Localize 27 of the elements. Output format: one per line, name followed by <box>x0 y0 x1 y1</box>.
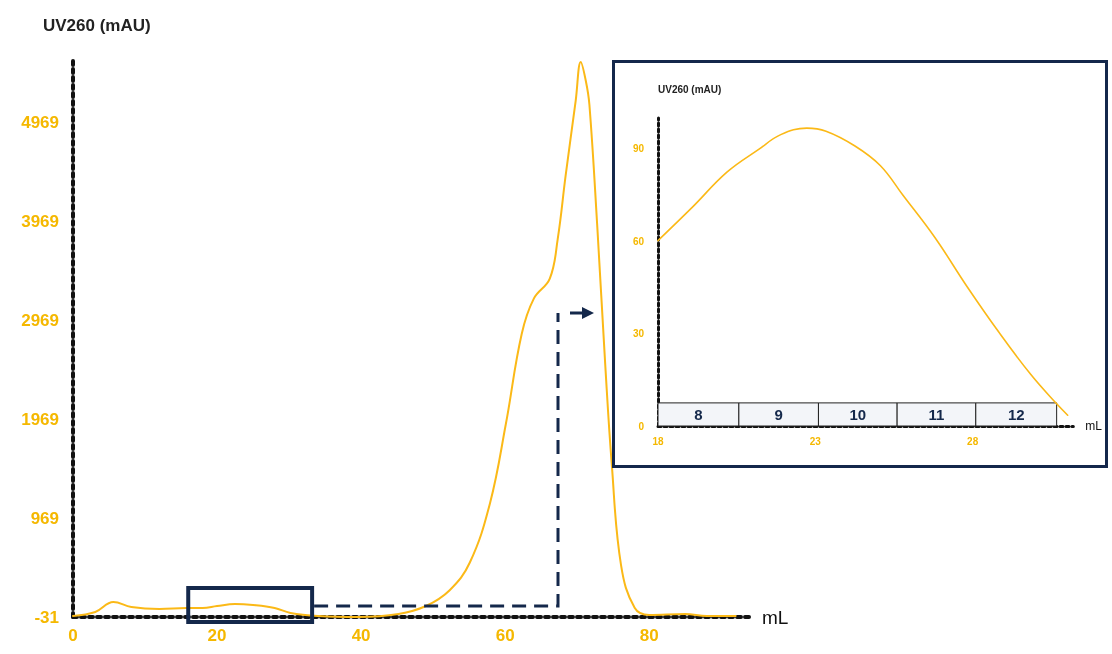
x-tick-label: 80 <box>639 626 659 645</box>
x-axis-title: mL <box>762 606 789 628</box>
band-label: 12 <box>1007 405 1025 423</box>
y-tick-label: -31 <box>34 607 59 627</box>
y-tick-label: 90 <box>632 143 645 155</box>
band-label: 9 <box>774 405 783 423</box>
x-tick-label: 23 <box>809 435 822 447</box>
x-tick-label: 0 <box>68 626 78 645</box>
y-tick-label: 3969 <box>21 211 59 231</box>
band-label: 10 <box>849 405 867 423</box>
y-axis-title: UV260 (mAU) <box>658 83 722 95</box>
x-tick-label: 28 <box>967 435 979 447</box>
y-axis-title: UV260 (mAU) <box>43 16 151 35</box>
x-tick-label: 60 <box>495 626 515 645</box>
y-tick-label: 969 <box>30 508 59 528</box>
y-tick-label: 4969 <box>21 112 59 132</box>
band-label: 8 <box>694 405 703 423</box>
y-tick-label: 1969 <box>21 409 59 429</box>
y-tick-label: 2969 <box>21 310 59 330</box>
y-tick-label: 60 <box>632 235 645 247</box>
y-tick-label: 0 <box>638 420 645 432</box>
x-tick-label: 18 <box>652 435 664 447</box>
x-axis-title: mL <box>1085 419 1103 433</box>
band-label: 11 <box>928 405 945 423</box>
y-tick-label: 30 <box>632 328 645 340</box>
x-tick-label: 20 <box>207 626 227 645</box>
x-tick-label: 40 <box>351 626 371 645</box>
